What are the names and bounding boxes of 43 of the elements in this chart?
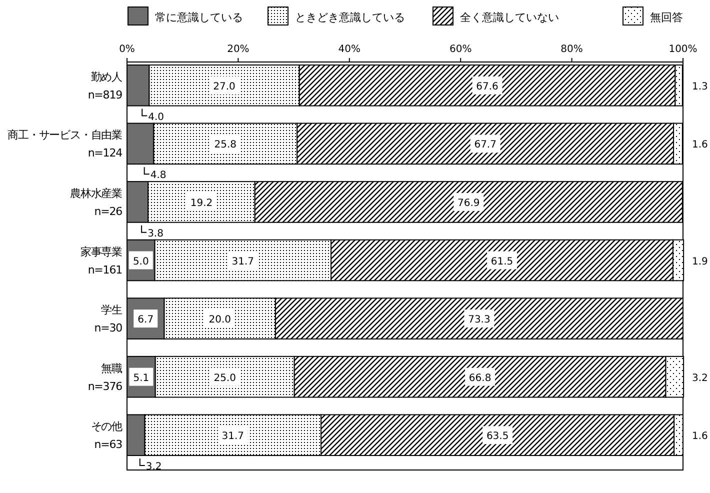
x-tick-label: 20%	[227, 44, 250, 55]
data-label: 25.0	[214, 372, 236, 384]
y-tick-label: 学生 n=30	[94, 304, 123, 335]
data-label: 66.8	[468, 372, 492, 384]
data-label: 61.5	[490, 256, 514, 268]
data-label: 3.2	[146, 462, 162, 473]
legend-label: 常に意識している	[155, 11, 243, 24]
data-label: 6.7	[138, 314, 154, 326]
x-tick-label: 100%	[668, 44, 698, 55]
data-label: 4.0	[148, 112, 164, 123]
x-tick-label: 0%	[119, 44, 135, 55]
legend-label: 無回答	[650, 11, 683, 24]
y-tick-label: 家事専業 n=161	[80, 245, 123, 276]
y-tick-label: その他 n=63	[90, 420, 123, 452]
data-label: 1.6	[692, 431, 708, 442]
data-label: 27.0	[213, 81, 236, 92]
x-tick-label: 60%	[449, 44, 472, 55]
y-tick-label: 勤め人 n=819	[88, 70, 123, 102]
data-label: 31.7	[222, 431, 244, 442]
x-tick-label: 80%	[560, 44, 583, 55]
data-label: 3.8	[148, 228, 164, 240]
data-label: 20.0	[208, 314, 231, 326]
y-tick-label: 農林水産業 n=26	[70, 186, 123, 218]
data-label: 25.8	[214, 140, 237, 151]
data-label: 5.0	[132, 256, 149, 268]
data-label: 67.6	[476, 81, 498, 92]
x-tick-label: 40%	[338, 44, 361, 55]
data-label: 1.3	[692, 81, 708, 92]
y-tick-label: 無職 n=376	[88, 362, 123, 393]
data-label: 3.2	[692, 372, 708, 384]
data-label: 4.8	[150, 170, 166, 182]
data-label: 31.7	[232, 256, 254, 268]
data-label: 67.7	[474, 140, 496, 151]
data-label: 1.9	[692, 256, 708, 268]
data-label: 1.6	[692, 140, 708, 151]
legend-label: 全く意識していない	[460, 11, 559, 24]
data-label: 19.2	[190, 198, 213, 209]
data-label: 5.1	[133, 372, 150, 384]
data-label: 76.9	[458, 198, 480, 209]
data-label: 73.3	[468, 314, 490, 326]
legend-label: ときどき意識している	[295, 11, 405, 24]
y-tick-label: 商工・サービス・自由業 n=124	[8, 128, 123, 160]
data-label: 63.5	[486, 431, 509, 442]
